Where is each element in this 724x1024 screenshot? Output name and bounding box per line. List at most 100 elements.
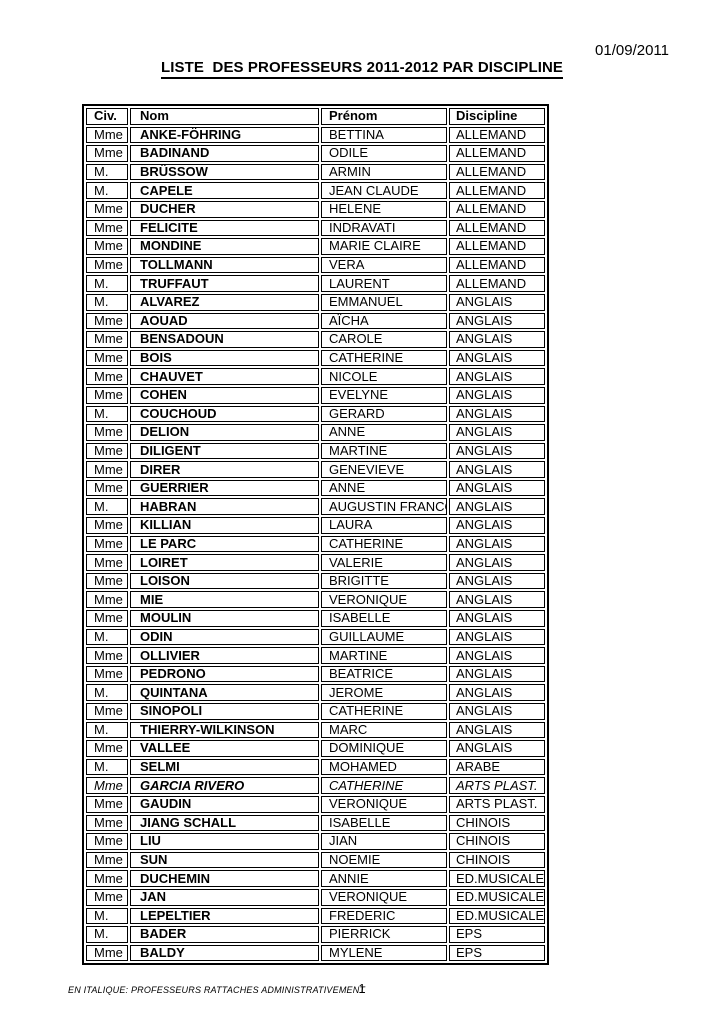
cell-prenom: VALERIE: [321, 554, 447, 571]
cell-nom: ANKE-FÖHRING: [130, 126, 319, 144]
cell-nom: CAPELE: [130, 182, 319, 199]
cell-discipline: ANGLAIS: [449, 312, 545, 330]
table-row: Mme DIRER GENEVIEVE ANGLAIS: [86, 461, 545, 478]
cell-discipline: ARTS PLAST.: [449, 777, 545, 794]
cell-nom: THIERRY-WILKINSON: [130, 721, 319, 739]
cell-nom: TOLLMANN: [130, 256, 319, 274]
page-number: 1: [358, 981, 366, 996]
cell-prenom: VERA: [321, 256, 447, 274]
cell-civ: M.: [86, 405, 128, 423]
cell-nom: COHEN: [130, 386, 319, 404]
cell-prenom: BEATRICE: [321, 665, 447, 683]
table-row: Mme SUN NOEMIE CHINOIS: [86, 851, 545, 869]
cell-discipline: ANGLAIS: [449, 572, 545, 590]
cell-civ: Mme: [86, 535, 128, 553]
cell-civ: M.: [86, 907, 128, 925]
cell-prenom: GUILLAUME: [321, 628, 447, 646]
cell-prenom: ANNE: [321, 424, 447, 441]
cell-prenom: LAURA: [321, 517, 447, 534]
cell-civ: Mme: [86, 795, 128, 813]
cell-discipline: ANGLAIS: [449, 293, 545, 311]
cell-nom: QUINTANA: [130, 684, 319, 701]
cell-discipline: ALLEMAND: [449, 219, 545, 237]
cell-discipline: ANGLAIS: [449, 331, 545, 348]
cell-civ: Mme: [86, 200, 128, 218]
cell-nom: BRÜSSOW: [130, 163, 319, 181]
cell-discipline: ANGLAIS: [449, 498, 545, 516]
cell-civ: Mme: [86, 554, 128, 571]
cell-civ: M.: [86, 926, 128, 943]
cell-prenom: MARIE CLAIRE: [321, 238, 447, 255]
cell-discipline: ANGLAIS: [449, 647, 545, 664]
cell-civ: Mme: [86, 331, 128, 348]
table-row: Mme GUERRIER ANNE ANGLAIS: [86, 479, 545, 497]
cell-civ: Mme: [86, 665, 128, 683]
cell-prenom: VERONIQUE: [321, 888, 447, 906]
cell-prenom: HELENE: [321, 200, 447, 218]
table-row: Mme PEDRONO BEATRICE ANGLAIS: [86, 665, 545, 683]
cell-discipline: ANGLAIS: [449, 349, 545, 367]
table-row: Mme LE PARC CATHERINE ANGLAIS: [86, 535, 545, 553]
cell-nom: FELICITE: [130, 219, 319, 237]
cell-nom: SUN: [130, 851, 319, 869]
table-row: M. ODIN GUILLAUME ANGLAIS: [86, 628, 545, 646]
cell-nom: BALDY: [130, 944, 319, 962]
cell-civ: Mme: [86, 833, 128, 850]
cell-discipline: ALLEMAND: [449, 238, 545, 255]
table-row: Mme MOULIN ISABELLE ANGLAIS: [86, 610, 545, 627]
cell-prenom: CATHERINE: [321, 703, 447, 720]
cell-civ: Mme: [86, 647, 128, 664]
table-row: M. HABRAN AUGUSTIN FRANCO ANGLAIS: [86, 498, 545, 516]
cell-prenom: MARTINE: [321, 647, 447, 664]
footnote: EN ITALIQUE: PROFESSEURS RATTACHES ADMIN…: [68, 985, 366, 995]
cell-prenom: MYLENE: [321, 944, 447, 962]
cell-prenom: LAURENT: [321, 275, 447, 292]
table-row: Mme ANKE-FÖHRING BETTINA ALLEMAND: [86, 126, 545, 144]
cell-civ: M.: [86, 182, 128, 199]
cell-nom: DUCHER: [130, 200, 319, 218]
cell-discipline: ALLEMAND: [449, 126, 545, 144]
table-row: Mme TOLLMANN VERA ALLEMAND: [86, 256, 545, 274]
cell-discipline: ANGLAIS: [449, 424, 545, 441]
table-row: M. COUCHOUD GERARD ANGLAIS: [86, 405, 545, 423]
cell-civ: Mme: [86, 145, 128, 162]
cell-nom: LEPELTIER: [130, 907, 319, 925]
table-row: Mme COHEN EVELYNE ANGLAIS: [86, 386, 545, 404]
table-row: Mme AOUAD AÏCHA ANGLAIS: [86, 312, 545, 330]
cell-civ: Mme: [86, 517, 128, 534]
cell-discipline: EPS: [449, 944, 545, 962]
cell-nom: DIRER: [130, 461, 319, 478]
cell-prenom: EVELYNE: [321, 386, 447, 404]
cell-discipline: ANGLAIS: [449, 684, 545, 701]
cell-prenom: INDRAVATI: [321, 219, 447, 237]
table-row: Mme SINOPOLI CATHERINE ANGLAIS: [86, 703, 545, 720]
cell-civ: Mme: [86, 312, 128, 330]
cell-civ: Mme: [86, 442, 128, 460]
cell-prenom: PIERRICK: [321, 926, 447, 943]
table-row: Mme MIE VERONIQUE ANGLAIS: [86, 591, 545, 609]
cell-discipline: ALLEMAND: [449, 182, 545, 199]
cell-civ: Mme: [86, 256, 128, 274]
cell-civ: Mme: [86, 368, 128, 385]
cell-civ: Mme: [86, 386, 128, 404]
cell-prenom: AUGUSTIN FRANCO: [321, 498, 447, 516]
cell-nom: ODIN: [130, 628, 319, 646]
cell-discipline: CHINOIS: [449, 814, 545, 832]
table-row: Mme LIU JIAN CHINOIS: [86, 833, 545, 850]
cell-prenom: ISABELLE: [321, 610, 447, 627]
cell-nom: KILLIAN: [130, 517, 319, 534]
cell-nom: GARCIA RIVERO: [130, 777, 319, 794]
cell-nom: TRUFFAUT: [130, 275, 319, 292]
cell-discipline: ALLEMAND: [449, 275, 545, 292]
cell-civ: Mme: [86, 238, 128, 255]
table-row: Mme GAUDIN VERONIQUE ARTS PLAST.: [86, 795, 545, 813]
cell-nom: AOUAD: [130, 312, 319, 330]
cell-prenom: AÏCHA: [321, 312, 447, 330]
table-row: Mme JAN VERONIQUE ED.MUSICALE: [86, 888, 545, 906]
cell-discipline: ANGLAIS: [449, 517, 545, 534]
cell-discipline: CHINOIS: [449, 833, 545, 850]
cell-prenom: MARC: [321, 721, 447, 739]
table-row: Mme DUCHEMIN ANNIE ED.MUSICALE: [86, 870, 545, 887]
professors-table: Civ. Nom Prénom Discipline Mme ANKE-FÖHR…: [82, 104, 549, 966]
